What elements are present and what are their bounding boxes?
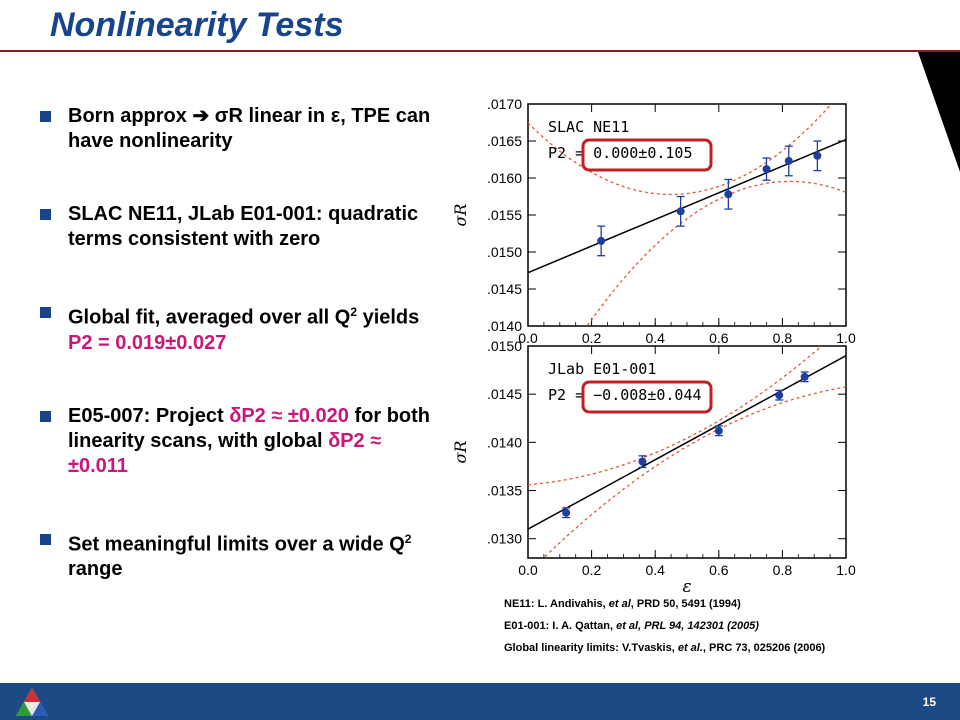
lab-logo-icon — [16, 688, 48, 716]
data-point — [562, 508, 571, 517]
reference-e01-001: E01-001: I. A. Qattan, et al, PRL 94, 14… — [504, 620, 759, 632]
p2-annotation: P2 = −0.008±0.044 — [548, 386, 702, 404]
bullet-text: for both linearity scans, with global — [68, 404, 431, 452]
data-point — [597, 236, 606, 245]
y-tick-label: .0150 — [487, 244, 522, 260]
data-point — [714, 426, 723, 435]
data-point — [775, 391, 784, 400]
data-point — [638, 457, 647, 466]
bullet-text: SLAC NE11, JLab E01-001: quadratic terms… — [68, 203, 419, 250]
x-tick-label: 1.0 — [836, 562, 856, 578]
bullet-superscript: 2 — [404, 531, 412, 546]
bullet-meaningful-limits: Set meaningful limits over a wide Q2 ran… — [38, 527, 438, 583]
bullet-square-icon — [40, 410, 51, 422]
bullet-square-icon — [40, 209, 51, 220]
bullet-text: range — [68, 558, 123, 581]
y-tick-label: .0140 — [487, 318, 522, 334]
x-tick-label: 0.0 — [518, 562, 538, 578]
y-tick-label: .0150 — [487, 338, 522, 354]
fit-line — [528, 354, 846, 530]
bullet-superscript: 2 — [350, 305, 358, 319]
data-point — [676, 207, 685, 216]
p2-global-value: P2 = 0.019±0.027 — [68, 331, 227, 354]
x-tick-label: 0.6 — [709, 562, 729, 578]
bullet-text: Set meaningful limits over a wide Q — [68, 533, 405, 556]
x-tick-label: 0.0 — [518, 330, 538, 346]
x-tick-label: 0.4 — [645, 330, 665, 346]
bullet-square-icon — [40, 533, 51, 545]
bullet-text: Born approx ➔ σR linear in ε, TPE can ha… — [68, 105, 431, 152]
p2-annotation: P2 = 0.000±0.105 — [548, 144, 693, 162]
y-axis-label: σR — [451, 204, 470, 227]
fit-line — [528, 138, 846, 274]
reference-ne11: NE11: L. Andivahis, et al, PRD 50, 5491 … — [504, 598, 741, 610]
y-tick-label: .0165 — [487, 133, 522, 149]
x-tick-label: 0.8 — [773, 330, 793, 346]
bullet-square-icon — [40, 111, 51, 122]
fit-band-upper — [528, 104, 833, 196]
fit-band-lower — [542, 386, 846, 558]
annotation-highlight-box — [581, 380, 713, 414]
data-point — [813, 151, 822, 160]
data-point — [762, 165, 771, 174]
bullet-born-approx: Born approx ➔ σR linear in ε, TPE can ha… — [38, 104, 438, 154]
x-tick-label: 0.4 — [645, 562, 665, 578]
page-number: 15 — [922, 695, 936, 709]
data-point — [800, 372, 809, 381]
x-tick-label: 0.8 — [773, 562, 793, 578]
footer-bar: 15 — [0, 683, 960, 720]
y-tick-label: .0130 — [487, 531, 522, 547]
nonlinearity-figure: 0.0 0.2 0.4 0.6 0.8 1.0 .0140 .0145 .0150 .0155 .0… — [451, 96, 856, 595]
y-tick-label: .0170 — [487, 96, 522, 112]
x-tick-label: 0.2 — [582, 330, 602, 346]
y-tick-label: .0160 — [487, 170, 522, 186]
slide-title: Nonlinearity Tests — [50, 6, 344, 44]
x-tick-label: 0.6 — [709, 330, 729, 346]
plot-area — [528, 346, 846, 558]
x-axis-label: ε — [682, 577, 691, 595]
dp2-global: δP2 ≈ ±0.011 — [68, 429, 382, 477]
fit-band-upper — [528, 346, 823, 486]
panel-title: SLAC NE11 — [548, 118, 629, 136]
chart-panel-1: 0.0 0.2 0.4 0.6 0.8 1.0 .0140 .0145 .0150 .0155 .0… — [451, 96, 856, 346]
title-rule — [0, 50, 960, 52]
bullet-text: yields — [357, 306, 420, 329]
references: NE11: L. Andivahis, et al, PRD 50, 5491 … — [504, 598, 825, 664]
corner-decoration — [918, 52, 960, 172]
fit-band-lower — [586, 180, 846, 326]
bullet-square-icon — [40, 307, 51, 318]
y-tick-label: .0145 — [487, 386, 522, 402]
y-axis-label: σR — [451, 441, 470, 464]
annotation-highlight-box — [581, 138, 713, 172]
bullet-global-fit: Global fit, averaged over all Q2 yields … — [38, 300, 438, 356]
bullet-list: Born approx ➔ σR linear in ε, TPE can ha… — [38, 104, 438, 582]
data-point — [784, 156, 793, 165]
x-tick-label: 1.0 — [836, 330, 856, 346]
panel-title: JLab E01-001 — [548, 360, 656, 378]
bullet-e05-007: E05-007: Project δP2 ≈ ±0.020 for both l… — [38, 404, 438, 479]
x-tick-label: 0.2 — [582, 562, 602, 578]
bullet-text: Global fit, averaged over all Q — [68, 306, 351, 329]
y-tick-label: .0145 — [487, 281, 522, 297]
reference-global-limits: Global linearity limits: V.Tvaskis, et a… — [504, 642, 826, 654]
data-point — [724, 190, 733, 199]
y-tick-label: .0140 — [487, 434, 522, 450]
y-tick-label: .0155 — [487, 207, 522, 223]
bullet-slac-jlab: SLAC NE11, JLab E01-001: quadratic terms… — [38, 202, 438, 252]
chart-panel-2: 0.0 0.2 0.4 0.6 0.8 1.0 .0130 .0135 .0140 .0145 .0… — [451, 338, 856, 595]
plot-area — [528, 104, 846, 326]
dp2-projection: δP2 ≈ ±0.020 — [229, 404, 349, 427]
bullet-text: E05-007: Project — [68, 404, 230, 427]
y-tick-label: .0135 — [487, 483, 522, 499]
